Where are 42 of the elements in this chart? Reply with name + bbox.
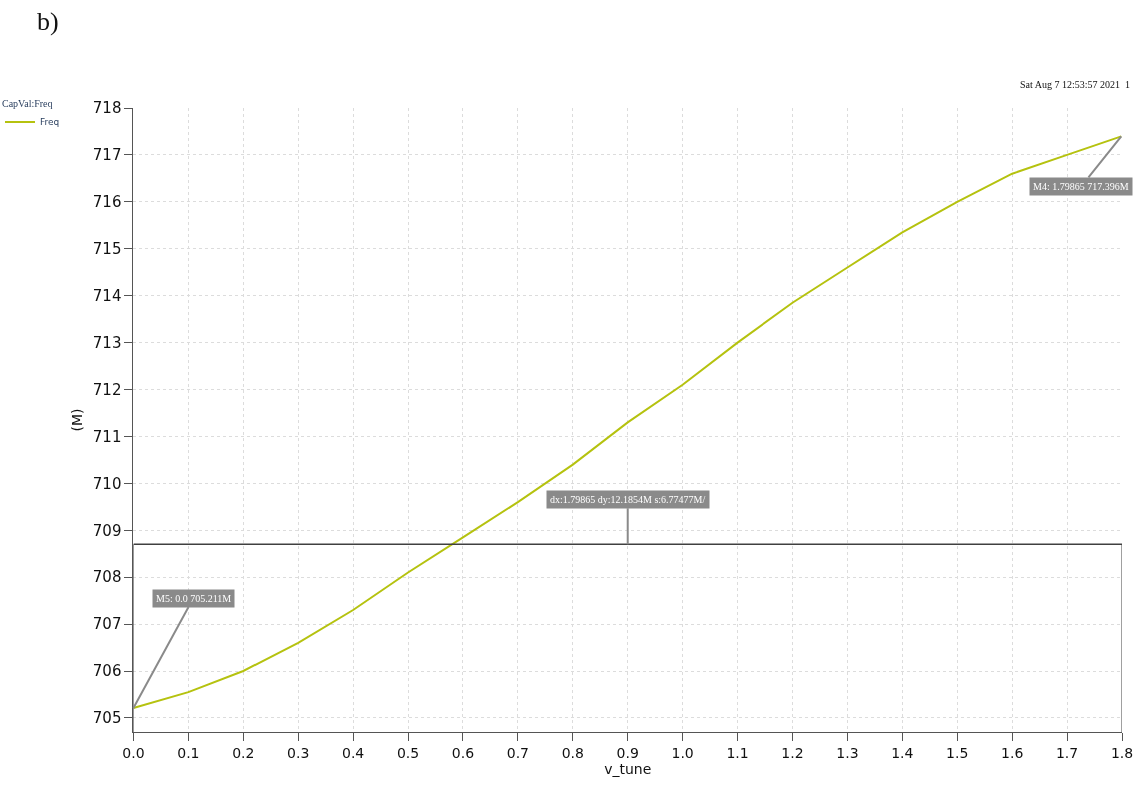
annotation: dx:1.79865 dy:12.1854M s:6.77477M/ bbox=[550, 494, 706, 505]
x-tick-label: 1.6 bbox=[1001, 744, 1024, 761]
y-axis-title: (M) bbox=[69, 408, 86, 432]
annotation: M5: 0.0 705.211M bbox=[156, 593, 232, 604]
x-tick-label: 1.8 bbox=[1110, 744, 1134, 761]
x-tick-label: 0.1 bbox=[177, 744, 200, 761]
y-tick-label: 709 bbox=[92, 521, 122, 540]
x-axis-title: v_tune bbox=[604, 761, 652, 778]
x-tick-label: 1.5 bbox=[946, 744, 969, 761]
legend-label: Freq bbox=[40, 117, 60, 128]
x-tick-label: 0.9 bbox=[616, 744, 639, 761]
y-tick-label: 706 bbox=[92, 662, 122, 681]
x-tick-label: 0.0 bbox=[122, 744, 145, 761]
x-tick-label: 0.4 bbox=[341, 744, 365, 761]
x-tick-label: 0.2 bbox=[232, 744, 255, 761]
y-tick-label: 711 bbox=[92, 427, 122, 446]
text: b) bbox=[37, 7, 59, 36]
y-tick-label: 705 bbox=[92, 709, 122, 728]
y-tick-label: 713 bbox=[92, 333, 122, 352]
y-tick-label: 707 bbox=[92, 615, 122, 634]
y-tick-label: 710 bbox=[92, 474, 122, 493]
x-tick-label: 0.7 bbox=[506, 744, 530, 761]
y-tick-label: 712 bbox=[92, 380, 122, 399]
legend-title: CapVal:Freq bbox=[2, 98, 53, 110]
x-tick-label: 0.8 bbox=[561, 744, 584, 761]
y-tick-label: 716 bbox=[92, 193, 122, 212]
x-tick-label: 1.3 bbox=[836, 744, 859, 761]
y-tick-label: 708 bbox=[92, 568, 122, 587]
x-tick-label: 1.4 bbox=[891, 744, 914, 761]
y-tick-label: 715 bbox=[92, 240, 122, 258]
x-tick-label: 1.0 bbox=[671, 744, 694, 761]
y-tick-label: 718 bbox=[92, 99, 122, 118]
y-tick-label: 714 bbox=[92, 286, 122, 305]
x-tick-label: 1.2 bbox=[781, 744, 804, 761]
text: Sat Aug 7 12:53:57 2021 1 bbox=[1020, 79, 1131, 90]
x-tick-label: 0.6 bbox=[451, 744, 475, 761]
x-tick-label: 0.5 bbox=[396, 744, 420, 761]
annotation: M4: 1.79865 717.396M bbox=[1033, 181, 1129, 192]
y-tick-label: 717 bbox=[92, 146, 122, 165]
x-tick-label: 1.1 bbox=[726, 744, 749, 761]
x-tick-label: 0.3 bbox=[287, 744, 310, 761]
x-tick-label: 1.7 bbox=[1055, 744, 1079, 761]
